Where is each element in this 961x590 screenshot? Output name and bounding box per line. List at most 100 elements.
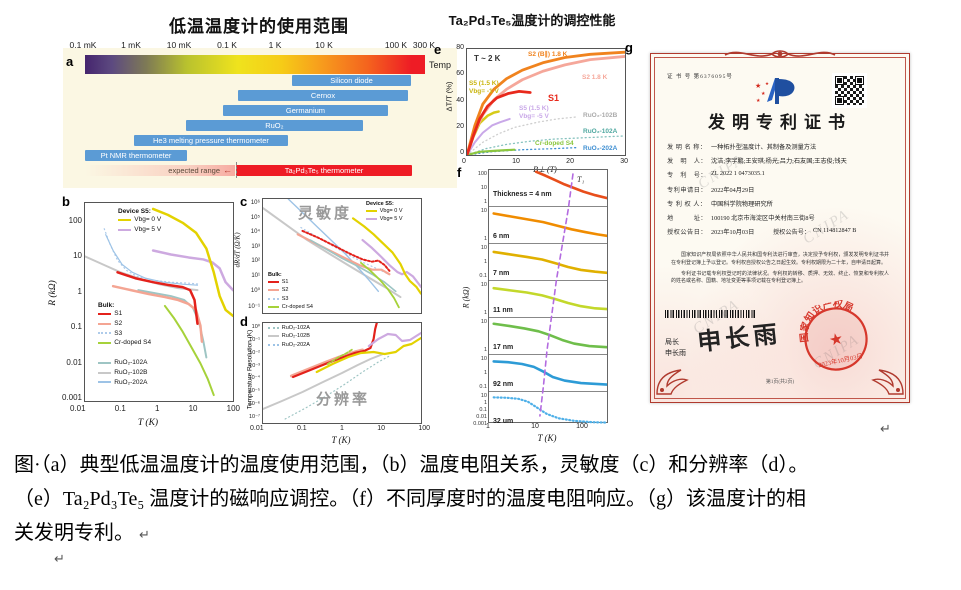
f-subpanel-32um: 10 1 0.1 0.01 0.001 32 um xyxy=(473,392,607,428)
axis-tick: 0.01 xyxy=(250,425,264,432)
range-bar-label: Pt NMR thermometer xyxy=(100,150,172,160)
panel-d-plot xyxy=(262,322,422,424)
director-title: 局长 xyxy=(665,338,679,346)
legend-items: S1 S2 S3 Cr-doped S4 xyxy=(98,309,151,348)
caption-line-3-text[interactable]: 关发明专利。 xyxy=(14,522,134,544)
legend-heading: Device S5: xyxy=(118,208,151,215)
expected-range-zone: expected range ← xyxy=(85,165,235,176)
panel-b-ruo2-legend: RuO₂-102A RuO₂-102B RuO₂-202A xyxy=(98,358,147,387)
expected-range-label: expected range xyxy=(168,165,220,175)
axis-tick: 10 xyxy=(480,245,487,251)
curve-annotation: S1 xyxy=(548,93,560,103)
legend-label: S1 xyxy=(114,310,123,317)
panel-b-ylabel: R (kΩ) xyxy=(47,280,58,306)
qr-code xyxy=(832,73,867,108)
legend-swatch xyxy=(366,218,377,221)
panel-a-letter: a xyxy=(66,54,74,69)
legend-item: RuO₂-202A xyxy=(98,378,147,388)
panel-d-ruo2-legend: RuO₂-102A RuO₂-102B RuO₂-202A xyxy=(268,324,310,349)
svg-text:★: ★ xyxy=(828,330,845,350)
legend-label: Cr-doped S4 xyxy=(281,303,313,310)
field-patentee: 专 利 权 人： 中国科学院物理研究所 xyxy=(667,200,773,208)
f-yticks: 10 1 0.1 0.01 0.001 xyxy=(468,393,487,427)
panel-e-annotations: T ~ 2 K S2 (B∥) 1.8 K S2 1.8 K S1 S5 (1.5 K)… xyxy=(432,10,632,174)
axis-tick: 1 xyxy=(483,400,487,406)
legend-heading: Bulk: xyxy=(98,302,115,309)
panel-b-bulk-legend: Bulk: S1 S2 S3 Cr-doped S4 xyxy=(98,302,151,348)
legend-heading: Bulk: xyxy=(268,272,282,278)
f-thickness-label: Thickness = 4 nm xyxy=(493,191,552,198)
axis-tick: 80 xyxy=(456,44,464,51)
range-bar-label: He3 melting pressure thermometer xyxy=(153,135,269,145)
caption-line-1[interactable]: 图·（a）典型低温温度计的温度使用范围，（b）温度电阻关系，灵敏度（c）和分辨率… xyxy=(14,454,809,476)
legend-label: Vbg= 0 V xyxy=(379,208,403,214)
axis-tick: 100 xyxy=(576,423,588,430)
axis-tick: 10⁴ xyxy=(250,229,260,236)
ornament-bottom-left xyxy=(656,369,689,395)
axis-tick: 10¹ xyxy=(251,272,260,279)
panel-c: c 灵敏度 10⁶ 10⁵ 10⁴ 10³ 10² 10¹ 10⁰ 10⁻¹ dR/dT (Ω… xyxy=(234,190,428,318)
field-invention-name: 发 明 名 称： 一种拓扑型温度计、其制备及测量方法 xyxy=(667,144,817,151)
legend-label: RuO₂-102A xyxy=(114,359,148,366)
paragraph-mark: ↵ xyxy=(54,552,65,567)
legend-item: Cr-doped S4 xyxy=(268,303,313,311)
f-yticks: 10 1 xyxy=(468,208,487,242)
svg-text:★: ★ xyxy=(765,81,770,86)
panel-c-bulk-legend: Bulk: S1 S2 S3 Cr-doped S4 xyxy=(268,272,313,311)
curve-annotation: S2 (B∥) 1.8 K xyxy=(528,51,568,58)
barcode xyxy=(665,310,755,318)
legend-swatch xyxy=(268,327,279,330)
axis-tick: 10 xyxy=(480,356,487,362)
axis-tick: 1 xyxy=(339,425,344,432)
legend-swatch xyxy=(118,218,131,221)
expected-range-divider xyxy=(236,162,237,178)
axis-tick: 1 xyxy=(483,347,487,353)
certificate-title: 发明专利证书 xyxy=(708,113,852,132)
svg-text:★: ★ xyxy=(755,82,761,90)
panel-b-device-legend: Device S5: Vbg= 0 V Vbg= 5 V xyxy=(118,208,161,235)
legend-item: S3 xyxy=(98,329,151,339)
axis-tick: 0.1 xyxy=(70,322,82,332)
axis-tick: 40 xyxy=(456,96,464,104)
legend-swatch xyxy=(98,322,111,325)
panel-d-title: 分辨率 xyxy=(316,391,371,408)
legend-label: Vbg= 5 V xyxy=(134,225,162,233)
legend-label: S2 xyxy=(281,287,289,294)
svg-text:★: ★ xyxy=(756,98,761,104)
legend-label: RuO₂-202A xyxy=(114,378,148,386)
legend-swatch xyxy=(98,342,111,345)
official-red-seal: 国家知识产权局 ★ 2023年10月03日 xyxy=(792,295,868,371)
legend-items: RuO₂-102A RuO₂-102B RuO₂-202A xyxy=(268,324,310,349)
panel-d-letter: d xyxy=(240,314,248,329)
axis-tick: 0.01 xyxy=(70,404,86,413)
legend-item: S2 xyxy=(98,319,151,329)
axis-tick: 10 xyxy=(377,425,385,432)
legend-items: S1 S2 S3 Cr-doped S4 xyxy=(268,278,313,311)
figure-image[interactable]: 低温温度计的使用范围 a 0.1 mK 1 mK 10 mK 0.1 K 1 K… xyxy=(0,0,961,445)
legend-swatch xyxy=(268,305,279,308)
axis-tick: 10 xyxy=(73,251,82,261)
legend-swatch xyxy=(98,371,111,374)
legend-swatch xyxy=(98,361,111,364)
axis-tick: 10⁻⁶ xyxy=(248,401,260,408)
axis-tick: 100 K xyxy=(384,40,408,50)
f-thickness-label: 92 nm xyxy=(493,381,514,388)
axis-tick: 0.1 xyxy=(114,404,126,413)
temp-axis-label: Temp xyxy=(429,60,452,70)
legend-label: S1 xyxy=(281,279,289,285)
caption-line-2[interactable]: （e）Ta₂Pd₃Te₅ 温度计的磁响应调控。（f）不同厚度时的温度电阻响应。（… xyxy=(14,488,806,510)
legend-label: RuO₂-202A xyxy=(281,341,310,348)
range-bar-label: Cernox xyxy=(310,90,336,100)
panel-b-plot xyxy=(84,202,234,402)
director-name: 申长雨 xyxy=(665,349,686,357)
range-bar: Ta₂Pd₃Te₅ thermometer xyxy=(235,165,413,176)
panel-e-yticks: 80 60 40 20 0 xyxy=(444,44,464,156)
figure-caption[interactable]: 图·（a）典型低温温度计的温度使用范围，（b）温度电阻关系，灵敏度（c）和分辨率… xyxy=(14,448,920,550)
panel-g: g CNIPA CNIPA CNIPA CNIPA 证 书 号 第6376095… xyxy=(622,35,922,437)
axis-tick: 100 xyxy=(68,216,82,225)
caption-line-3[interactable]: 关发明专利。 ↵ xyxy=(14,516,920,550)
thermometer-range-bars: Silicon diode Cernox Germanium RuO₂ He3 melt… xyxy=(85,73,425,188)
f-thickness-label: 32 um xyxy=(493,418,514,425)
panel-c-yticks: 10⁶ 10⁵ 10⁴ 10³ 10² 10¹ 10⁰ 10⁻¹ xyxy=(234,200,260,310)
